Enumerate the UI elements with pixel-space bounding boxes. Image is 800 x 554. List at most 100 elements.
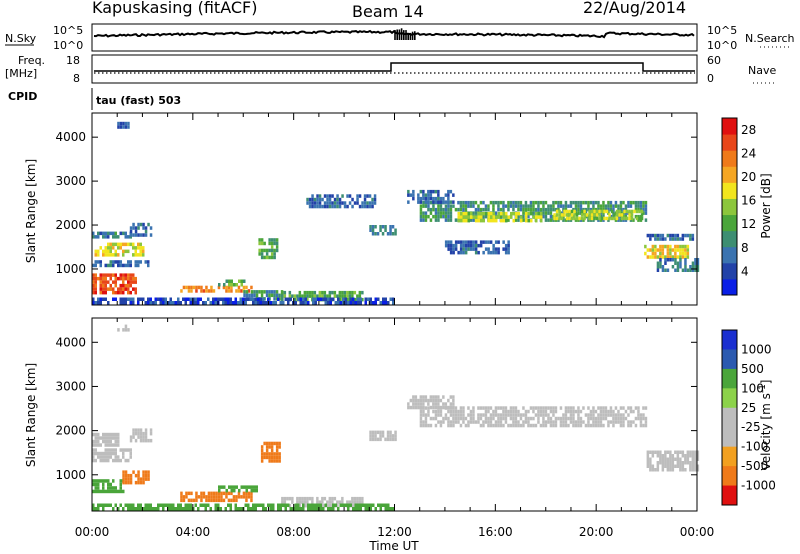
data-cell	[326, 294, 329, 298]
data-cell	[352, 301, 355, 305]
data-cell	[429, 423, 433, 428]
data-cell	[544, 420, 548, 424]
data-cell	[159, 301, 162, 305]
data-cell	[117, 507, 120, 511]
data-cell	[644, 251, 647, 256]
data-cell	[507, 250, 510, 255]
data-cell	[299, 301, 302, 305]
data-cell	[359, 507, 362, 511]
data-cell	[177, 503, 180, 507]
data-cell	[544, 406, 548, 410]
data-cell	[593, 209, 596, 214]
data-cell	[609, 204, 613, 208]
data-cell	[343, 204, 347, 209]
data-cell	[92, 287, 95, 291]
velocity-colorbar-tick: 25	[741, 401, 756, 415]
data-cell	[669, 248, 672, 252]
data-cell	[318, 500, 322, 504]
data-cell	[359, 301, 362, 305]
data-cell	[464, 240, 468, 244]
data-cell	[452, 398, 455, 403]
data-cell	[215, 495, 218, 499]
data-cell	[94, 249, 97, 254]
data-cell	[517, 409, 520, 414]
data-cell	[492, 416, 495, 421]
data-cell	[129, 242, 132, 247]
data-cell	[312, 297, 315, 301]
data-cell	[134, 246, 137, 250]
data-cell	[326, 201, 329, 205]
data-cell	[449, 189, 453, 194]
data-cell	[592, 413, 595, 417]
data-cell	[487, 406, 490, 410]
data-cell	[539, 409, 543, 414]
data-cell	[560, 216, 564, 221]
data-cell	[505, 215, 508, 219]
data-cell	[419, 200, 423, 204]
data-cell	[94, 436, 97, 440]
data-cell	[154, 297, 157, 301]
data-cell	[484, 416, 488, 421]
data-cell	[250, 285, 253, 290]
data-cell	[99, 246, 102, 250]
data-cell	[124, 473, 128, 478]
nave-label: Nave	[748, 64, 776, 77]
velocity-colorbar-tick: -25	[741, 420, 761, 434]
data-cell	[102, 253, 105, 257]
data-cell	[147, 297, 150, 301]
data-cell	[534, 200, 538, 205]
data-cell	[317, 503, 320, 507]
data-cell	[255, 488, 258, 493]
data-cell	[549, 420, 553, 424]
data-cell	[117, 432, 120, 437]
data-cell	[502, 247, 505, 251]
data-cell	[477, 406, 480, 410]
data-cell	[439, 409, 443, 414]
data-cell	[487, 250, 490, 255]
data-cell	[92, 482, 95, 487]
data-cell	[275, 455, 279, 460]
data-cell	[676, 255, 680, 259]
data-cell	[122, 455, 125, 459]
data-cell	[612, 207, 615, 212]
data-cell	[681, 248, 685, 252]
data-cell	[214, 297, 217, 301]
data-cell	[527, 207, 530, 212]
data-cell	[544, 218, 548, 222]
data-cell	[454, 416, 458, 421]
data-cell	[137, 428, 140, 432]
data-cell	[230, 283, 233, 287]
data-cell	[507, 218, 510, 222]
data-cell	[627, 406, 630, 410]
data-cell	[112, 451, 115, 456]
data-cell	[332, 297, 335, 301]
data-cell	[112, 432, 115, 437]
data-cell	[583, 216, 586, 221]
data-cell	[424, 196, 428, 201]
data-cell	[264, 301, 267, 305]
data-cell	[696, 261, 700, 265]
data-cell	[532, 215, 535, 219]
data-cell	[109, 439, 112, 444]
data-cell	[492, 204, 495, 208]
data-cell	[502, 406, 505, 410]
data-cell	[447, 243, 450, 248]
data-cell	[351, 290, 354, 295]
data-cell	[469, 409, 473, 414]
data-cell	[592, 207, 595, 212]
data-cell	[517, 211, 520, 216]
velocity-colorbar-tick: 1000	[741, 342, 772, 356]
data-cell	[321, 290, 324, 295]
data-cell	[268, 452, 271, 456]
data-cell	[447, 196, 450, 201]
data-cell	[122, 507, 125, 511]
data-cell	[524, 204, 528, 208]
data-cell	[569, 409, 573, 414]
data-cell	[537, 200, 540, 205]
data-cell	[629, 406, 633, 410]
data-cell	[122, 263, 125, 268]
power-colorbar-swatch	[722, 262, 737, 280]
data-cell	[352, 297, 355, 301]
data-cell	[552, 413, 555, 417]
data-cell	[494, 247, 498, 251]
